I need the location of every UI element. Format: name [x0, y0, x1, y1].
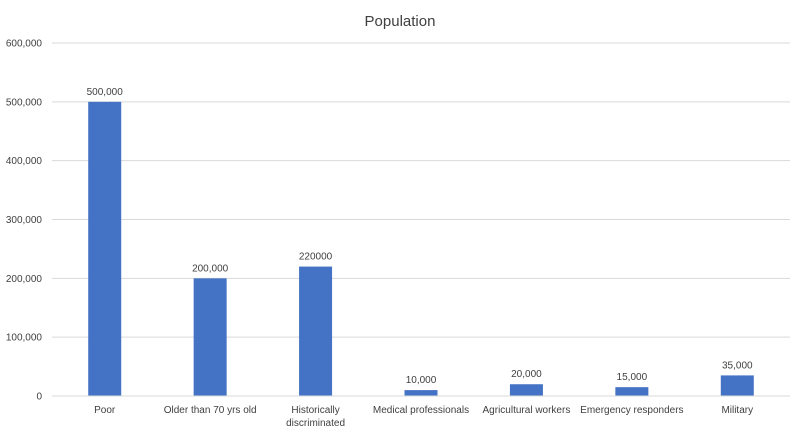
x-tick-label: Medical professionals: [373, 405, 469, 416]
x-tick-label: Agricultural workers: [483, 405, 571, 416]
y-tick-label: 400,000: [6, 156, 43, 167]
data-label: 200,000: [192, 263, 229, 274]
chart-title: Population: [365, 13, 436, 30]
y-tick-label: 100,000: [6, 333, 43, 344]
x-tick-label: Emergency responders: [580, 405, 683, 416]
bar: [509, 384, 543, 396]
bar: [88, 101, 122, 396]
bars: [88, 101, 754, 396]
x-tick-label: Older than 70 yrs old: [164, 405, 257, 416]
y-tick-label: 600,000: [6, 39, 43, 50]
y-tick-label: 300,000: [6, 215, 43, 226]
bar: [615, 387, 649, 396]
bar: [193, 278, 227, 396]
data-label: 15,000: [617, 372, 648, 383]
x-tick-label: Poor: [94, 405, 116, 416]
data-label: 220000: [299, 252, 333, 263]
bar: [720, 375, 754, 396]
y-tick-label: 500,000: [6, 97, 43, 108]
data-label: 500,000: [87, 87, 124, 98]
data-label: 20,000: [511, 369, 542, 380]
data-label: 10,000: [406, 375, 437, 386]
bar: [299, 266, 333, 396]
y-tick-label: 0: [36, 392, 42, 403]
y-axis: 0 100,000 200,000 300,000 400,000 500,000 600,…: [6, 39, 43, 403]
x-tick-label: Historically: [291, 405, 339, 416]
x-axis: Poor Older than 70 yrs old Historically dis…: [52, 395, 790, 429]
bar: [404, 390, 438, 396]
x-tick-label: discriminated: [286, 418, 345, 429]
x-tick-label: Military: [721, 405, 753, 416]
data-labels: 500,000 200,000 220000 10,000 20,000 15,000 35…: [87, 87, 753, 386]
data-label: 35,000: [722, 360, 753, 371]
y-tick-label: 200,000: [6, 274, 43, 285]
gridlines: [52, 42, 790, 338]
